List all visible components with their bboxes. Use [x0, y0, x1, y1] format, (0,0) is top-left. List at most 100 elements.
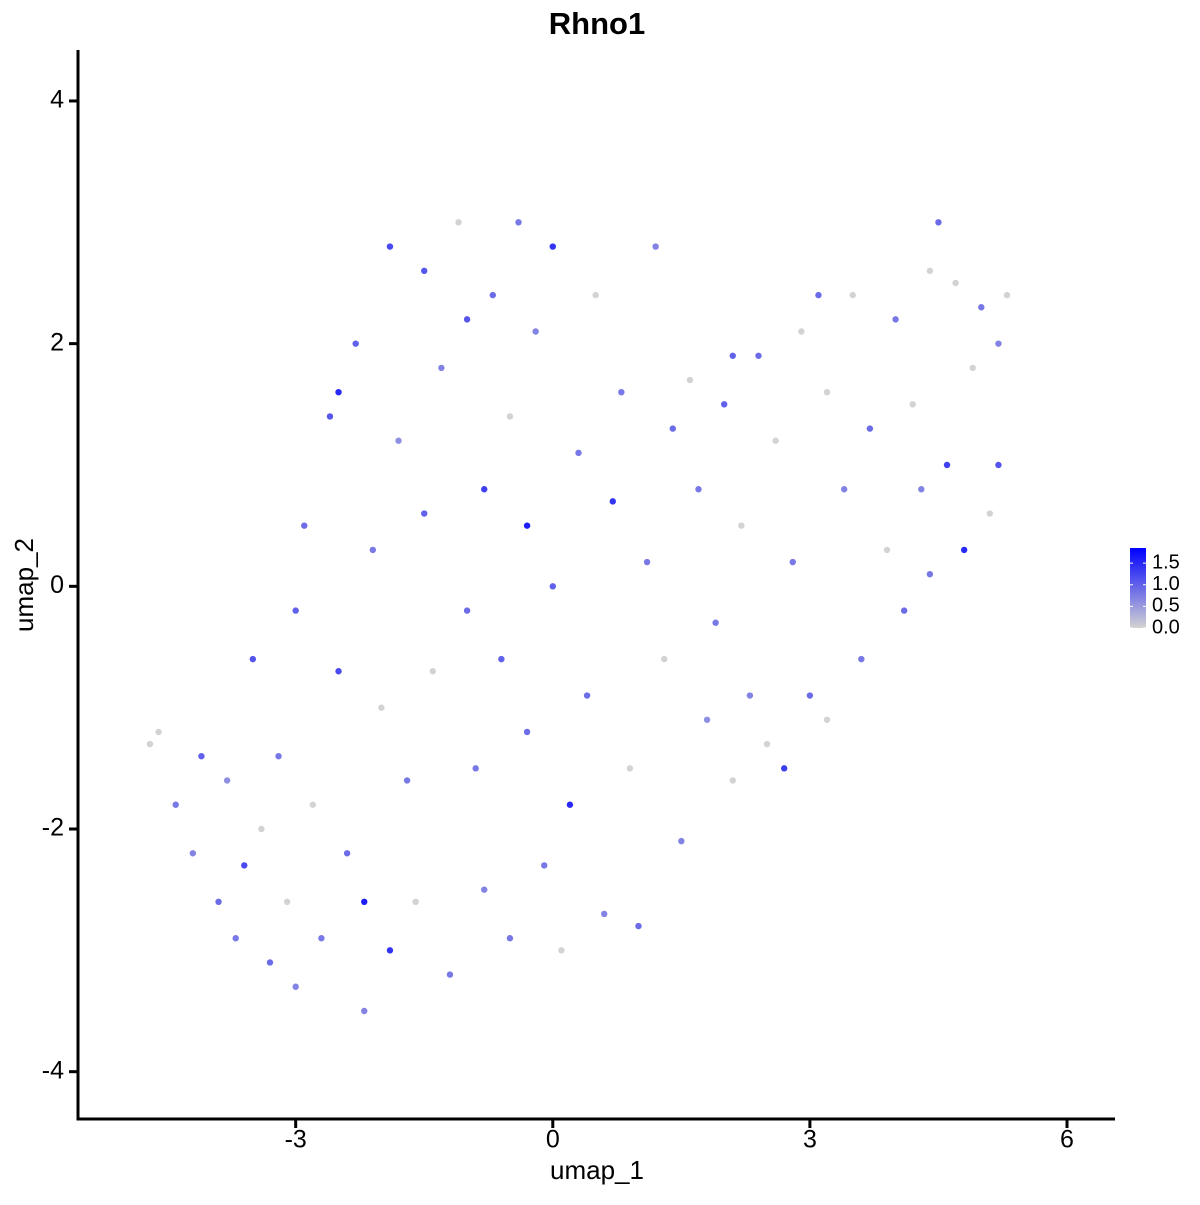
point	[241, 862, 248, 869]
point	[926, 570, 934, 578]
y-tick-label: 2	[50, 328, 64, 356]
point	[361, 898, 368, 906]
point	[858, 655, 865, 663]
point	[926, 267, 934, 275]
point	[1003, 291, 1011, 299]
point	[266, 959, 274, 966]
point	[318, 935, 325, 942]
point	[883, 546, 891, 554]
point	[215, 898, 222, 906]
point	[969, 364, 976, 372]
point	[695, 486, 702, 493]
x-axis-title: umap_1	[550, 1155, 644, 1185]
point	[481, 486, 488, 493]
point	[498, 655, 505, 663]
point	[729, 777, 736, 784]
point	[438, 364, 445, 372]
point	[412, 898, 419, 906]
point	[755, 352, 762, 359]
point	[618, 388, 625, 396]
point	[223, 777, 231, 784]
point	[609, 498, 616, 505]
point	[421, 510, 428, 517]
y-tick-label: 0	[50, 571, 64, 599]
y-tick-label: 4	[50, 86, 64, 114]
point	[960, 546, 968, 554]
point	[463, 316, 471, 323]
point	[155, 728, 162, 736]
point	[866, 425, 874, 432]
point	[995, 340, 1002, 347]
point	[678, 837, 685, 845]
point	[566, 801, 574, 808]
point	[472, 765, 479, 772]
point	[258, 825, 265, 833]
point	[189, 850, 197, 857]
point	[703, 716, 711, 723]
y-tick-label: -4	[42, 1056, 64, 1084]
point	[446, 971, 454, 978]
point	[309, 801, 317, 808]
point	[283, 898, 291, 906]
point	[952, 279, 959, 287]
point	[652, 243, 659, 250]
point	[506, 413, 514, 420]
point	[661, 655, 668, 663]
point	[849, 291, 856, 299]
point	[806, 692, 814, 699]
point	[378, 704, 385, 711]
y-tick-label: -2	[42, 814, 64, 842]
point	[729, 352, 736, 359]
point	[335, 668, 342, 675]
point	[292, 983, 299, 990]
x-tick-label: 6	[1060, 1126, 1074, 1154]
y-axis-title: umap_2	[9, 538, 39, 632]
x-tick-label: -3	[285, 1126, 307, 1154]
point	[823, 716, 831, 723]
point	[720, 401, 728, 408]
point	[429, 668, 437, 675]
legend-label: 1.0	[1152, 573, 1180, 595]
chart-title: Rhno1	[549, 6, 645, 41]
point	[892, 316, 899, 323]
point	[395, 437, 402, 444]
point	[386, 947, 394, 954]
point	[592, 291, 599, 299]
point	[789, 558, 796, 566]
x-tick-label: 0	[546, 1126, 560, 1154]
point	[712, 619, 719, 626]
point	[463, 607, 471, 614]
point	[943, 461, 951, 469]
point	[172, 801, 179, 808]
point	[780, 765, 788, 772]
point	[146, 740, 154, 748]
point	[995, 461, 1002, 469]
point	[583, 692, 591, 699]
point	[815, 291, 822, 299]
point	[386, 243, 394, 250]
point	[798, 328, 805, 335]
point	[686, 376, 694, 384]
point	[549, 243, 556, 250]
point	[232, 935, 239, 942]
point	[523, 728, 531, 736]
point	[352, 340, 359, 347]
point	[292, 607, 299, 614]
point	[532, 328, 539, 335]
point	[515, 219, 522, 226]
point	[986, 510, 994, 517]
point	[369, 546, 377, 554]
point	[900, 607, 908, 614]
point	[198, 752, 205, 760]
point	[643, 558, 651, 566]
point	[455, 219, 462, 226]
point	[669, 425, 676, 432]
legend-label: 1.5	[1152, 551, 1180, 573]
point	[403, 777, 411, 784]
point	[421, 267, 428, 275]
point	[601, 910, 608, 918]
point	[489, 291, 496, 299]
point	[840, 486, 848, 493]
